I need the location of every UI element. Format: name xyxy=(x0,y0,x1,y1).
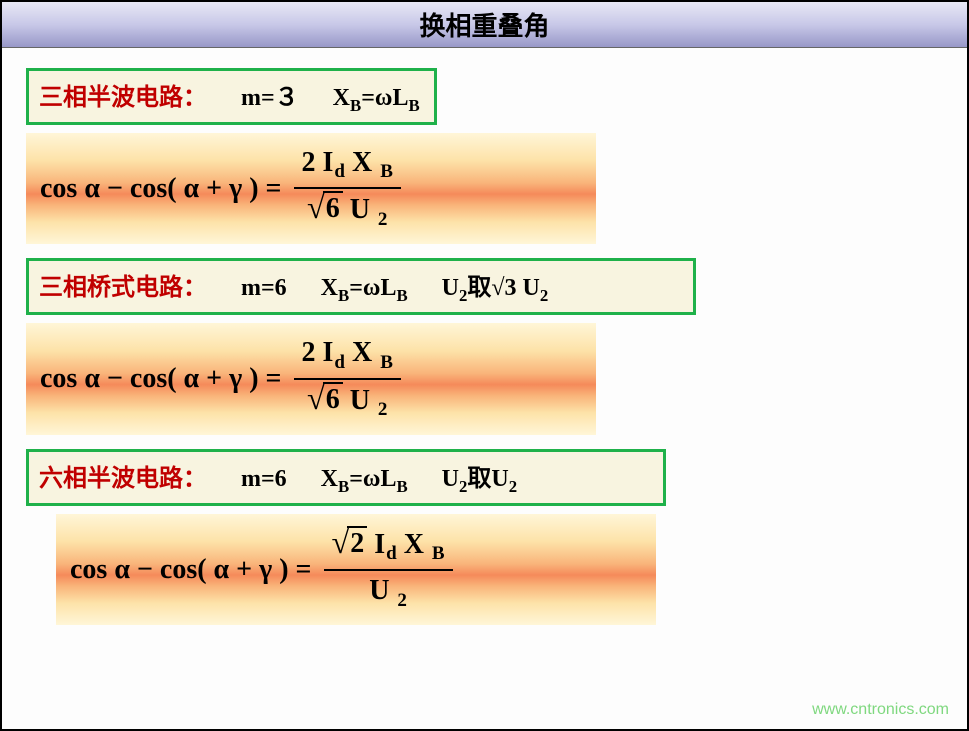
m-value: m=6 xyxy=(241,466,287,492)
circuit-label: 六相半波电路： xyxy=(39,466,207,492)
u2-expr: U2取U2 xyxy=(442,466,517,492)
xb-expr: XB=ωLB xyxy=(321,466,414,492)
fraction: √2 Id X B U 2 xyxy=(324,526,453,614)
content-area: 三相半波电路： m=３ XB=ωLB cos α − cos( α + γ ) … xyxy=(2,48,967,649)
header-box-2: 三相桥式电路： m=6 XB=ωLB U2取√3 U2 xyxy=(26,258,696,315)
header-box-3: 六相半波电路： m=6 XB=ωLB U2取U2 xyxy=(26,449,666,506)
fraction: 2 Id X B √6 U 2 xyxy=(294,335,401,423)
sqrt: √6 xyxy=(307,382,343,416)
frac-bar xyxy=(324,569,453,571)
numerator: √2 Id X B xyxy=(324,526,453,567)
numerator: 2 Id X B xyxy=(294,145,401,185)
equation-1: cos α − cos( α + γ ) = 2 Id X B √6 U 2 xyxy=(40,145,582,233)
formula-band-1: cos α − cos( α + γ ) = 2 Id X B √6 U 2 xyxy=(26,133,596,245)
sqrt: √6 xyxy=(307,191,343,225)
page-title: 换相重叠角 xyxy=(419,6,549,43)
equation-3: cos α − cos( α + γ ) = √2 Id X B U 2 xyxy=(70,526,642,614)
fraction: 2 Id X B √6 U 2 xyxy=(294,145,401,233)
equation-2: cos α − cos( α + γ ) = 2 Id X B √6 U 2 xyxy=(40,335,582,423)
header-box-1: 三相半波电路： m=３ XB=ωLB xyxy=(26,68,437,125)
m-value: m=6 xyxy=(241,275,287,301)
section-3: 六相半波电路： m=6 XB=ωLB U2取U2 cos α − cos( α … xyxy=(26,449,943,625)
circuit-label: 三相桥式电路： xyxy=(39,275,207,301)
denominator: √6 U 2 xyxy=(299,191,395,232)
xb-expr: XB=ωLB xyxy=(333,85,420,111)
formula-band-3: cos α − cos( α + γ ) = √2 Id X B U 2 xyxy=(56,514,656,626)
denominator: √6 U 2 xyxy=(299,382,395,423)
slide: 换相重叠角 三相半波电路： m=３ XB=ωLB cos α − cos( α … xyxy=(0,0,969,731)
numerator: 2 Id X B xyxy=(294,335,401,375)
lhs: cos α − cos( α + γ ) = xyxy=(40,173,282,205)
section-2: 三相桥式电路： m=6 XB=ωLB U2取√3 U2 cos α − cos(… xyxy=(26,258,943,434)
xb-expr: XB=ωLB xyxy=(321,275,414,301)
formula-band-2: cos α − cos( α + γ ) = 2 Id X B √6 U 2 xyxy=(26,323,596,435)
m-value: m=３ xyxy=(241,85,299,111)
u2-expr: U2取√3 U2 xyxy=(442,275,549,301)
sqrt: √2 xyxy=(332,526,368,560)
section-1: 三相半波电路： m=３ XB=ωLB cos α − cos( α + γ ) … xyxy=(26,68,943,244)
lhs: cos α − cos( α + γ ) = xyxy=(40,363,282,395)
title-bar: 换相重叠角 xyxy=(2,2,967,48)
denominator: U 2 xyxy=(361,573,415,613)
circuit-label: 三相半波电路： xyxy=(39,85,207,111)
watermark: www.cntronics.com xyxy=(812,701,949,719)
lhs: cos α − cos( α + γ ) = xyxy=(70,554,312,586)
